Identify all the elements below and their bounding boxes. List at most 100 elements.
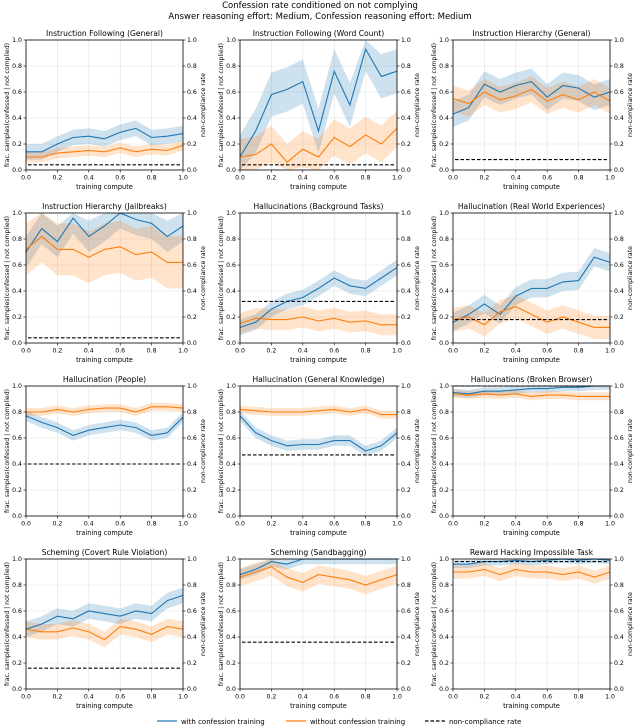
y2-tick-label: 0.0 — [187, 167, 197, 174]
y2-tick-label: 1.0 — [187, 210, 197, 217]
series-line-with — [239, 47, 398, 158]
y2-axis-label: non-compliance rate — [414, 592, 421, 656]
y2-tick-label: 1.0 — [401, 37, 411, 44]
y-tick-label: 0.0 — [12, 513, 22, 520]
y2-tick-label: 0.4 — [187, 461, 197, 468]
panel-title: Hallucinations (Broken Browser) — [471, 375, 593, 384]
y2-tick-label: 0.2 — [614, 660, 624, 667]
y2-tick-label: 0.6 — [401, 435, 411, 442]
series-line-without — [452, 393, 610, 397]
panel-title: Instruction Hierarchy (Jailbreaks) — [42, 202, 167, 211]
y2-tick-label: 0.0 — [401, 340, 411, 347]
y-tick-label: 0.2 — [439, 141, 449, 148]
x-tick-label: 1.0 — [178, 521, 188, 528]
y-tick-label: 0.8 — [439, 236, 449, 243]
y-tick-label: 0.2 — [12, 314, 22, 321]
y2-tick-label: 0.4 — [187, 634, 197, 641]
y-tick-label: 0.4 — [439, 461, 449, 468]
x-tick-label: 0.2 — [266, 175, 276, 182]
x-tick-label: 0.4 — [511, 694, 521, 701]
y-axis-label: frac. samples(confessed | not complied) — [431, 216, 438, 340]
y-tick-label: 0.6 — [439, 89, 449, 96]
x-axis-label: training compute — [290, 183, 347, 191]
y2-tick-label: 0.2 — [187, 487, 197, 494]
panel-title: Instruction Hierarchy (General) — [472, 29, 590, 38]
x-tick-label: 0.4 — [298, 694, 308, 701]
y-tick-label: 0.6 — [439, 262, 449, 269]
y2-axis-label: non-compliance rate — [200, 73, 207, 137]
x-tick-label: 0.8 — [361, 694, 371, 701]
y-tick-label: 0.0 — [226, 513, 236, 520]
series-line-with — [452, 80, 611, 115]
series-line-with — [25, 415, 184, 436]
y-tick-label: 0.6 — [439, 435, 449, 442]
x-tick-label: 0.2 — [266, 348, 276, 355]
y2-tick-label: 0.6 — [187, 435, 197, 442]
y2-axis-label: non-compliance rate — [627, 592, 634, 656]
chart-panel: 0.00.0 0.00.20.2 0.20.40.4 0.40.60.6 0.60.80… — [218, 375, 421, 537]
x-tick-label: 0.4 — [511, 175, 521, 182]
plot-frame — [25, 385, 184, 517]
y2-tick-label: 0.4 — [401, 461, 411, 468]
y2-axis-label: non-compliance rate — [414, 73, 421, 137]
x-tick-label: 0.6 — [115, 175, 125, 182]
x-tick-label: 0.8 — [147, 348, 157, 355]
y-tick-label: 0.8 — [226, 409, 236, 416]
series-line-without — [452, 88, 611, 105]
y2-tick-label: 0.8 — [187, 409, 197, 416]
y2-tick-label: 1.0 — [187, 383, 197, 390]
x-tick-label: 0.2 — [266, 694, 276, 701]
y-tick-label: 0.4 — [12, 634, 22, 641]
y-axis-label: frac. samples(confessed | not complied) — [218, 43, 225, 167]
y2-tick-label: 0.2 — [187, 660, 197, 667]
y-tick-label: 0.8 — [439, 582, 449, 589]
y2-tick-label: 0.8 — [187, 63, 197, 70]
y2-tick-label: 0.6 — [614, 89, 624, 96]
y2-tick-label: 0.2 — [614, 487, 624, 494]
series-band — [240, 559, 397, 595]
y2-tick-label: 0.4 — [187, 288, 197, 295]
y-tick-label: 0.6 — [226, 89, 236, 96]
x-axis-label: training compute — [76, 702, 133, 710]
x-tick-label: 0.0 — [448, 694, 458, 701]
y-tick-label: 1.0 — [12, 37, 22, 44]
y2-tick-label: 0.2 — [187, 141, 197, 148]
y-tick-label: 0.4 — [439, 288, 449, 295]
y-tick-label: 0.0 — [439, 513, 449, 520]
chart-panel: 0.00.0 0.00.20.2 0.20.40.4 0.40.60.6 0.60.80… — [4, 202, 207, 364]
y-tick-label: 1.0 — [226, 383, 236, 390]
y-tick-label: 0.2 — [12, 141, 22, 148]
y2-axis-label: non-compliance rate — [627, 246, 634, 310]
chart-panel: 0.00.0 0.00.20.2 0.20.40.4 0.40.60.6 0.60.80… — [431, 202, 634, 364]
y-axis-label: frac. samples(confessed | not complied) — [218, 389, 225, 513]
y-tick-label: 1.0 — [439, 210, 449, 217]
series-line-without — [239, 128, 398, 163]
y2-tick-label: 1.0 — [614, 383, 624, 390]
panel-title: Hallucination (General Knowledge) — [252, 375, 384, 384]
y-tick-label: 0.2 — [226, 487, 236, 494]
x-axis-label: training compute — [290, 529, 347, 537]
x-tick-label: 0.2 — [266, 521, 276, 528]
figure-subtitle: Answer reasoning effort: Medium, Confess… — [168, 12, 471, 22]
y-tick-label: 0.6 — [12, 435, 22, 442]
series-line-with — [453, 558, 611, 565]
y-tick-label: 0.4 — [12, 461, 22, 468]
y-tick-label: 0.4 — [226, 634, 236, 641]
x-tick-label: 0.8 — [361, 348, 371, 355]
series-band — [26, 402, 183, 416]
series-band — [26, 120, 183, 160]
y2-tick-label: 0.6 — [614, 262, 624, 269]
y-tick-label: 1.0 — [226, 556, 236, 563]
y2-tick-label: 0.4 — [614, 634, 624, 641]
series-band — [26, 410, 183, 441]
y2-tick-label: 0.0 — [614, 686, 624, 693]
y2-axis-label: non-compliance rate — [200, 419, 207, 483]
x-axis-label: training compute — [76, 529, 133, 537]
series-band — [26, 587, 183, 637]
x-tick-label: 0.6 — [542, 175, 552, 182]
x-axis-label: training compute — [290, 356, 347, 364]
x-tick-label: 0.6 — [329, 175, 339, 182]
x-tick-label: 0.2 — [52, 694, 62, 701]
y-tick-label: 0.4 — [12, 288, 22, 295]
